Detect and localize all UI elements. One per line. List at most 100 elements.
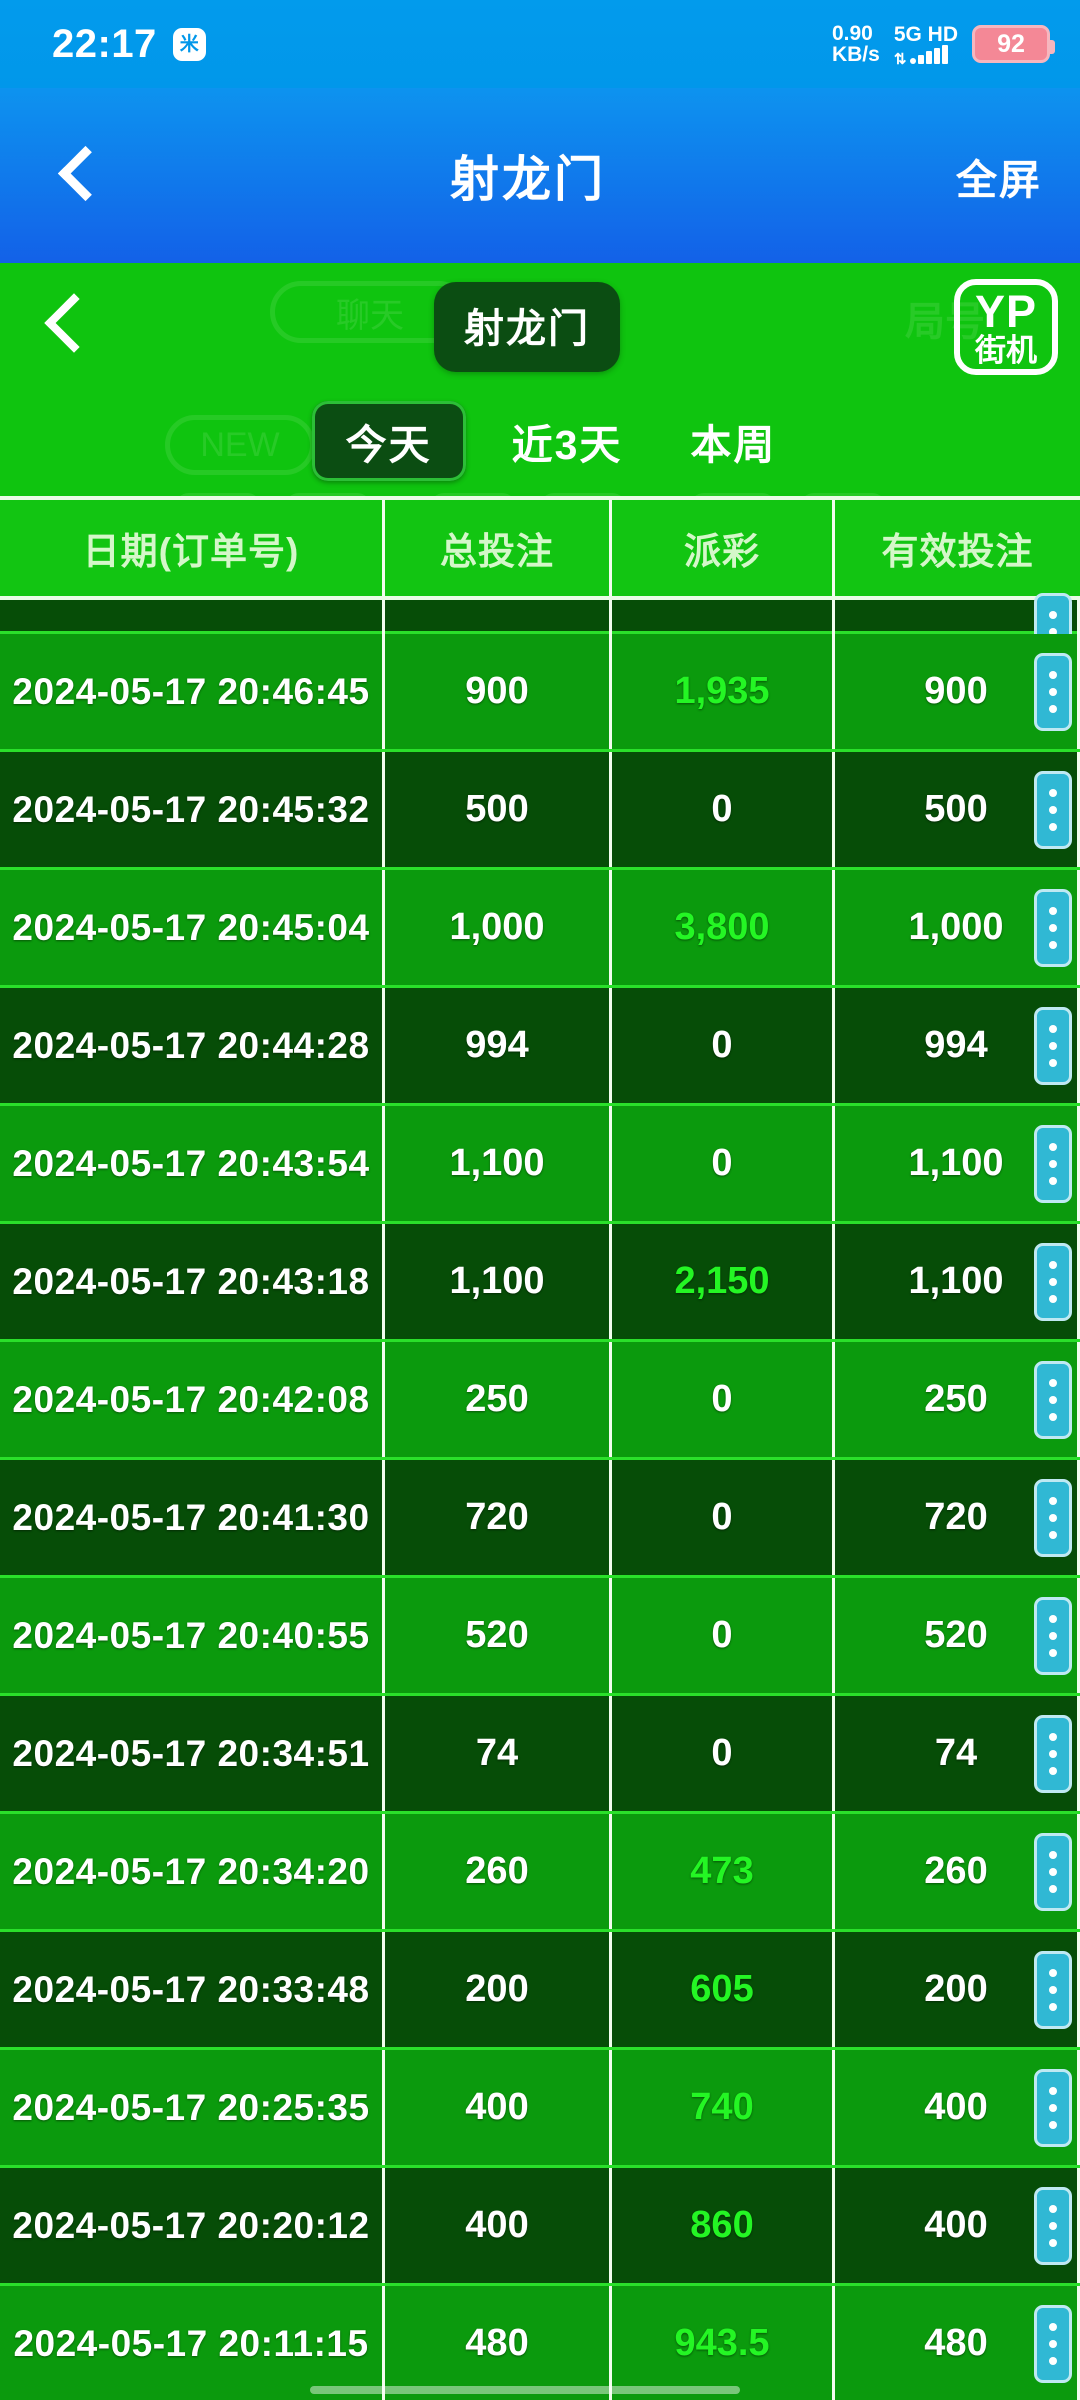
table-row[interactable]: 2024-05-17 20:43:18 1,100 2,150 1,100 <box>0 1224 1080 1342</box>
cell-date: 2024-05-17 20:42:08 <box>0 1342 385 1457</box>
kebab-menu-icon[interactable] <box>1034 1242 1072 1321</box>
cell-payout: 605 <box>612 1932 835 2047</box>
table-row[interactable]: 2024-05-17 20:45:32 500 0 500 <box>0 752 1080 870</box>
app-header-bar: 射龙门 全屏 <box>0 88 1080 263</box>
column-header-payout[interactable]: 派彩 <box>612 500 835 596</box>
kebab-menu-icon[interactable] <box>1034 2304 1072 2383</box>
kebab-menu-icon[interactable] <box>1034 652 1072 731</box>
status-bar-right: 0.90 KB/s 5G HD ⇅ 92 <box>831 22 1055 69</box>
cell-total-bet: 1,100 <box>385 1106 612 1221</box>
cell-date: 2024-05-17 20:43:54 <box>0 1106 385 1221</box>
cell-valid-bet: 400 <box>835 2168 1080 2283</box>
cell-total-bet: 250 <box>385 1342 612 1457</box>
logo-line-1: YP <box>974 285 1038 337</box>
kebab-menu-icon[interactable] <box>1034 1478 1072 1557</box>
date-range-tabs: 今天 近3天 本周 <box>0 391 1080 491</box>
cell-total-bet: 500 <box>385 752 612 867</box>
cell-payout: 0 <box>612 1696 835 1811</box>
cell-total-bet: 400 <box>385 2168 612 2283</box>
table-row[interactable]: 2024-05-17 20:20:12 400 860 400 <box>0 2168 1080 2286</box>
battery-icon: 92 <box>972 25 1055 63</box>
scroll-indicator[interactable] <box>310 2386 740 2394</box>
app-badge-icon: 米 <box>172 27 206 61</box>
cell-valid-bet: 1,100 <box>835 1224 1080 1339</box>
cell-total-bet: 520 <box>385 1578 612 1693</box>
kebab-menu-icon[interactable] <box>1034 2068 1072 2147</box>
cell-total-bet: 1,000 <box>385 870 612 985</box>
kebab-menu-icon[interactable] <box>1034 888 1072 967</box>
cell-date: 2024-05-17 20:34:51 <box>0 1696 385 1811</box>
column-header-date[interactable]: 日期(订单号) <box>0 500 385 596</box>
cell-date <box>0 600 385 634</box>
table-row[interactable]: 1000100 <box>0 593 1080 671</box>
network-type-label: 5G HD <box>893 22 958 46</box>
cell-date: 2024-05-17 20:34:20 <box>0 1814 385 1929</box>
cell-payout: 473 <box>612 1814 835 1929</box>
yp-arcade-logo[interactable]: YP 街机 <box>954 279 1058 375</box>
kebab-menu-icon[interactable] <box>1034 1360 1072 1439</box>
cell-total-bet: 1,100 <box>385 1224 612 1339</box>
cell-payout: 0 <box>612 600 835 634</box>
table-row[interactable]: 2024-05-17 20:41:30 720 0 720 <box>0 1460 1080 1578</box>
table-row[interactable]: 2024-05-17 20:33:48 200 605 200 <box>0 1932 1080 2050</box>
data-transfer-arrows-icon: ⇅ <box>893 51 907 69</box>
table-row[interactable]: 2024-05-17 20:40:55 520 0 520 <box>0 1578 1080 1696</box>
cell-payout: 943.5 <box>612 2286 835 2400</box>
network-type-and-signal: 5G HD ⇅ <box>893 22 958 69</box>
cell-payout: 0 <box>612 1342 835 1457</box>
table-row[interactable]: 2024-05-17 20:43:54 1,100 0 1,100 <box>0 1106 1080 1224</box>
fullscreen-button[interactable]: 全屏 <box>956 156 1042 203</box>
back-chevron-icon <box>45 292 85 362</box>
table-row[interactable]: 2024-05-17 20:25:35 400 740 400 <box>0 2050 1080 2168</box>
page-title: 射龙门 <box>449 153 606 207</box>
android-status-bar: 22:17 米 0.90 KB/s 5G HD ⇅ 92 <box>0 0 1080 88</box>
game-webview-area: 聊天 局号 NEW 小 大 小 大 小 大 1 5 10 50 射龙门 YP 街… <box>0 263 1080 2400</box>
table-row[interactable]: 2024-05-17 20:45:04 1,000 3,800 1,000 <box>0 870 1080 988</box>
cell-valid-bet: 720 <box>835 1460 1080 1575</box>
network-speed-unit: KB/s <box>831 43 880 66</box>
cell-total-bet: 720 <box>385 1460 612 1575</box>
game-title: 射龙门 <box>434 282 620 372</box>
kebab-menu-icon[interactable] <box>1034 770 1072 849</box>
cell-payout: 1,935 <box>612 634 835 749</box>
cell-payout: 860 <box>612 2168 835 2283</box>
kebab-menu-icon[interactable] <box>1034 2186 1072 2265</box>
cell-valid-bet: 250 <box>835 1342 1080 1457</box>
cell-total-bet: 100 <box>385 600 612 634</box>
cell-valid-bet: 520 <box>835 1578 1080 1693</box>
cell-valid-bet: 100 <box>835 600 1080 634</box>
kebab-menu-icon[interactable] <box>1034 1714 1072 1793</box>
cell-date: 2024-05-17 20:44:28 <box>0 988 385 1103</box>
cell-payout: 2,150 <box>612 1224 835 1339</box>
column-header-total-bet[interactable]: 总投注 <box>385 500 612 596</box>
cell-date: 2024-05-17 20:11:15 <box>0 2286 385 2400</box>
cell-date: 2024-05-17 20:41:30 <box>0 1460 385 1575</box>
cell-total-bet: 74 <box>385 1696 612 1811</box>
bet-records-table: 日期(订单号) 总投注 派彩 有效投注 10001002024-05-17 20… <box>0 496 1080 2400</box>
cell-payout: 0 <box>612 1106 835 1221</box>
kebab-menu-icon[interactable] <box>1034 1006 1072 1085</box>
tab-last-3-days[interactable]: 近3天 <box>511 422 623 468</box>
table-row[interactable]: 2024-05-17 20:42:08 250 0 250 <box>0 1342 1080 1460</box>
table-row[interactable]: 2024-05-17 20:46:45 900 1,935 900 <box>0 634 1080 752</box>
cell-valid-bet: 200 <box>835 1932 1080 2047</box>
kebab-menu-icon[interactable] <box>1034 1950 1072 2029</box>
cell-date: 2024-05-17 20:25:35 <box>0 2050 385 2165</box>
table-row[interactable]: 2024-05-17 20:34:51 74 0 74 <box>0 1696 1080 1814</box>
table-row[interactable]: 2024-05-17 20:34:20 260 473 260 <box>0 1814 1080 1932</box>
kebab-menu-icon[interactable] <box>1034 1596 1072 1675</box>
cell-total-bet: 400 <box>385 2050 612 2165</box>
cell-valid-bet: 400 <box>835 2050 1080 2165</box>
table-row[interactable]: 2024-05-17 20:44:28 994 0 994 <box>0 988 1080 1106</box>
cell-valid-bet: 260 <box>835 1814 1080 1929</box>
tab-this-week[interactable]: 本周 <box>690 422 777 468</box>
column-header-valid-bet[interactable]: 有效投注 <box>881 531 1034 572</box>
status-clock: 22:17 <box>52 21 157 66</box>
table-row[interactable]: 2024-05-17 20:11:15 480 943.5 480 <box>0 2286 1080 2400</box>
kebab-menu-icon[interactable] <box>1034 1124 1072 1203</box>
kebab-menu-icon[interactable] <box>1034 1832 1072 1911</box>
tab-today[interactable]: 今天 <box>311 401 466 481</box>
cell-payout: 3,800 <box>612 870 835 985</box>
cell-valid-bet: 74 <box>835 1696 1080 1811</box>
table-body[interactable]: 10001002024-05-17 20:46:459001,935900202… <box>0 593 1080 2400</box>
